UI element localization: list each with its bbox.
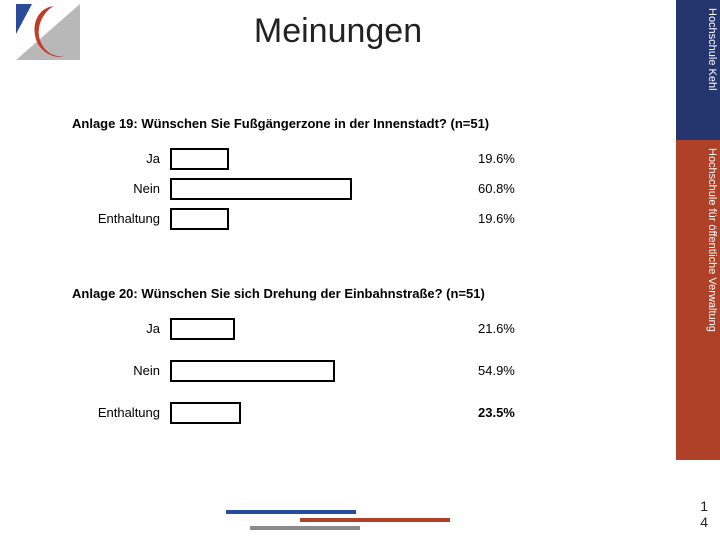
footer-bar-grey [250,526,360,530]
sidebar-top-label: Hochschule Kehl [678,6,718,134]
footer-bar-red [300,518,450,522]
bar-row-label: Nein [70,363,160,378]
chart-title: Anlage 20: Wünschen Sie sich Drehung der… [72,286,485,301]
sidebar-mid-block: Hochschule für öffentliche Verwaltung [676,140,720,460]
bar-outline [170,208,229,230]
right-sidebar: Hochschule Kehl Hochschule für öffentlic… [676,0,720,540]
bar-outline [170,360,335,382]
bar-row-percent: 23.5% [478,405,515,420]
bar-row-label: Nein [70,181,160,196]
page-title: Meinungen [0,12,676,51]
bar-row-label: Ja [70,321,160,336]
sidebar-top-block: Hochschule Kehl [676,0,720,140]
bar-row-label: Enthaltung [70,211,160,226]
page-number-bottom: 4 [700,514,708,530]
chart-title: Anlage 19: Wünschen Sie Fußgängerzone in… [72,116,489,131]
bar-row-percent: 54.9% [478,363,515,378]
bar-row-label: Ja [70,151,160,166]
bar-row-percent: 19.6% [478,211,515,226]
sidebar-mid-label: Hochschule für öffentliche Verwaltung [678,146,718,454]
bar-outline [170,318,235,340]
bar-outline [170,148,229,170]
main-area: Meinungen Anlage 19: Wünschen Sie Fußgän… [0,0,676,540]
bar-row-label: Enthaltung [70,405,160,420]
page-number-top: 1 [700,498,708,514]
bar-row-percent: 60.8% [478,181,515,196]
footer-bar-blue [226,510,356,514]
bar-row-percent: 19.6% [478,151,515,166]
bar-outline [170,402,241,424]
sidebar-bottom-block [676,460,720,540]
bar-outline [170,178,352,200]
bar-row-percent: 21.6% [478,321,515,336]
